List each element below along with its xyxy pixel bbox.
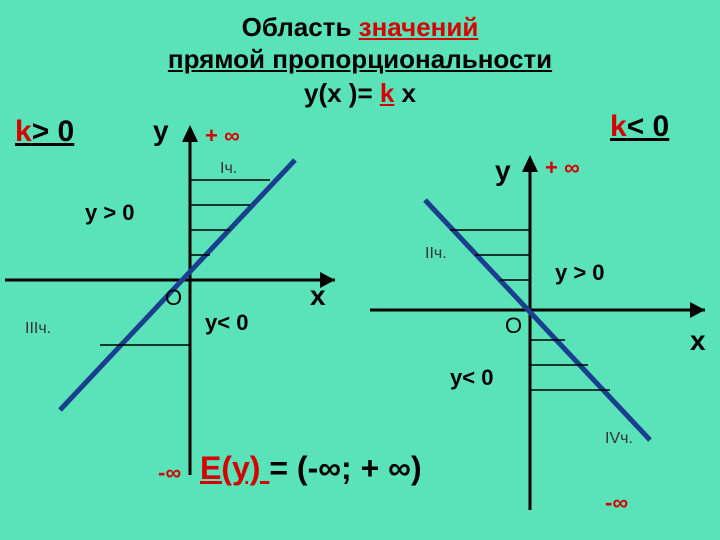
range-expression: E(y) = (-∞; + ∞) [200, 450, 430, 487]
title-line1-black: Область [242, 12, 359, 42]
left-origin: O [165, 285, 182, 311]
title-line1: Область значений [0, 12, 720, 43]
left-y-bottom: y< 0 [205, 310, 255, 336]
title-line3-a: y(x )= [304, 78, 380, 108]
title-line2: прямой пропорциональности [0, 44, 720, 75]
left-x-label: x [310, 280, 326, 312]
left-y-label: y [153, 115, 169, 147]
title-line3-b: x [394, 78, 416, 108]
right-origin: O [505, 313, 522, 339]
left-quad-bottom: IIIч. [25, 320, 51, 338]
right-minus-inf: -∞ [605, 490, 628, 516]
title-line3: y(x )= k x [0, 78, 720, 109]
right-quad-top: IIч. [425, 245, 460, 263]
range-eq: = (-∞; + ∞) [269, 450, 421, 486]
title-line3-k: k [380, 78, 394, 108]
slide: Область значений прямой пропорциональнос… [0, 0, 720, 540]
right-y-top: y > 0 [555, 260, 610, 286]
right-y-bottom: y< 0 [450, 365, 500, 391]
left-plus-inf: + ∞ [205, 123, 240, 149]
right-plus-inf: + ∞ [545, 155, 580, 181]
k-neg-k: k [610, 110, 627, 143]
title-line1-red: значений [359, 12, 479, 42]
left-y-top: y > 0 [85, 200, 145, 226]
left-minus-inf: -∞ [158, 460, 181, 486]
range-ey: E(y) [200, 450, 269, 486]
right-quad-bottom: IVч. [605, 430, 645, 448]
left-quad-top: Iч. [220, 160, 250, 178]
k-neg-rest: < 0 [627, 110, 670, 143]
right-y-label: y [495, 155, 511, 187]
k-negative-label: k< 0 [610, 110, 669, 144]
right-x-label: x [690, 325, 706, 357]
